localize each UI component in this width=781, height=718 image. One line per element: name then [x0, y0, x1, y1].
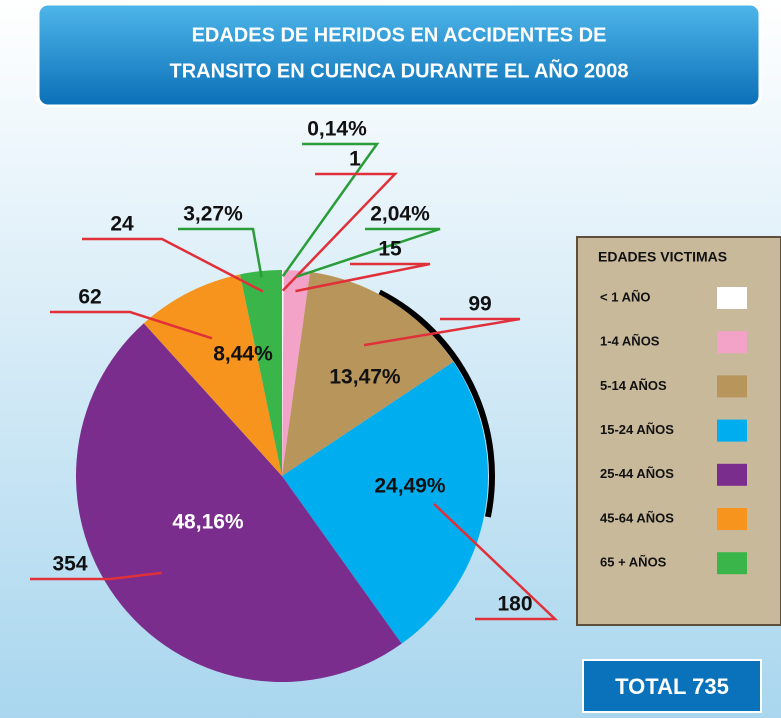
percent-label: 48,16% — [172, 511, 244, 534]
count-label: 354 — [52, 553, 87, 576]
legend-label: 5-14 AÑOS — [600, 378, 667, 393]
legend-label: 15-24 AÑOS — [600, 422, 674, 437]
percent-label: 24,49% — [374, 475, 446, 498]
pie-slice — [76, 323, 402, 682]
total-value: 735 — [692, 674, 729, 699]
chart-title: TRANSITO EN CUENCA DURANTE EL AÑO 2008 — [170, 59, 629, 82]
pie-slice — [143, 274, 282, 476]
legend-label: 65 + AÑOS — [600, 555, 667, 570]
pie-shadow — [378, 289, 495, 518]
count-label: 1 — [349, 148, 361, 171]
percent-label: 2,04% — [370, 203, 430, 226]
legend-label: 45-64 AÑOS — [600, 510, 674, 525]
legend-label: 1-4 AÑOS — [600, 334, 660, 349]
pie-slice — [282, 361, 488, 644]
legend-swatch — [717, 331, 747, 354]
total-label: TOTAL — [615, 674, 686, 699]
leader-line — [295, 262, 431, 293]
title-banner — [36, 2, 762, 108]
count-label: 99 — [468, 293, 491, 316]
count-label: 62 — [78, 286, 101, 309]
pie-slice — [282, 270, 311, 476]
count-label: 180 — [497, 593, 532, 616]
leader-line — [30, 571, 162, 581]
legend-swatch — [717, 375, 747, 398]
leader-line — [281, 172, 398, 292]
legend-swatch — [717, 419, 747, 442]
pie-slice — [240, 270, 282, 476]
percent-label: 13,47% — [329, 366, 401, 389]
leader-line — [363, 317, 521, 347]
pie-slice — [282, 271, 454, 476]
legend-swatch — [717, 508, 747, 530]
legend-label: < 1 AÑO — [600, 289, 650, 304]
percent-label: 3,27% — [183, 203, 243, 226]
leader-line — [178, 227, 263, 278]
pie-slice — [282, 270, 284, 476]
leader-line — [281, 142, 380, 277]
leader-line — [82, 237, 264, 293]
leader-line — [296, 227, 441, 278]
leader-line — [433, 503, 559, 621]
leader-line — [50, 310, 213, 340]
total-box — [582, 659, 762, 713]
legend-label: 25-44 AÑOS — [600, 466, 674, 481]
legend-swatch — [717, 287, 747, 309]
chart-title: EDADES DE HERIDOS EN ACCIDENTES DE — [192, 24, 607, 46]
count-label: 15 — [378, 238, 402, 261]
total: TOTAL 735 — [615, 674, 729, 699]
count-label: 24 — [110, 213, 134, 236]
legend-swatch — [717, 552, 747, 575]
percent-label: 0,14% — [307, 118, 367, 141]
legend-swatch — [717, 463, 747, 486]
percent-label: 8,44% — [213, 343, 273, 366]
legend-title: EDADES VICTIMAS — [598, 249, 727, 265]
